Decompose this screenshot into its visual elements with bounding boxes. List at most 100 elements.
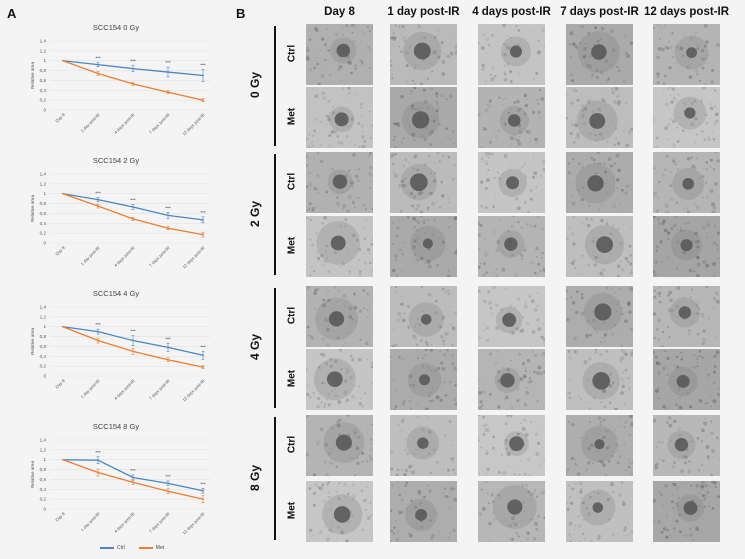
cell-debris [538, 464, 541, 467]
column-header: 12 days post-IR [644, 6, 729, 18]
cell-debris [521, 59, 524, 61]
cell-debris [306, 325, 310, 329]
cell-debris [339, 105, 341, 107]
cell-debris [566, 93, 568, 97]
micrograph-image [390, 24, 457, 85]
cell-debris [585, 468, 588, 472]
cell-debris [592, 318, 596, 322]
cell-debris [420, 216, 423, 218]
cell-debris [329, 73, 332, 77]
cell-debris [519, 459, 522, 462]
cell-debris [360, 489, 364, 493]
cell-debris [324, 460, 327, 464]
cell-debris [413, 131, 416, 134]
cell-debris [574, 137, 577, 140]
cell-debris [618, 416, 620, 419]
micrograph-image [653, 216, 720, 277]
cell-debris [390, 156, 392, 159]
cell-debris [310, 335, 313, 337]
cell-debris [680, 358, 683, 361]
micrograph-image [566, 349, 633, 410]
cell-debris [399, 210, 403, 213]
cell-debris [394, 404, 398, 409]
cell-debris [400, 458, 402, 460]
cell-debris [501, 454, 503, 457]
cell-debris [327, 270, 331, 274]
y-tick-label: 0,6 [40, 78, 47, 83]
cell-debris [311, 88, 313, 90]
cell-debris [541, 322, 545, 325]
cell-debris [696, 510, 699, 512]
cell-debris [576, 116, 578, 118]
cell-debris [700, 481, 705, 484]
cell-debris [682, 54, 685, 57]
cell-debris [309, 528, 313, 532]
cell-debris [448, 420, 452, 423]
cell-debris [706, 401, 709, 404]
cell-debris [718, 458, 720, 461]
cell-debris [452, 265, 454, 267]
cell-debris [511, 331, 515, 335]
cell-debris [449, 305, 451, 308]
cell-debris [350, 180, 354, 185]
data-point [167, 490, 169, 493]
cell-debris [410, 397, 412, 399]
cell-debris [537, 344, 540, 347]
data-point [202, 354, 204, 357]
cell-debris [653, 289, 657, 292]
cell-debris [345, 368, 349, 372]
cell-debris [339, 265, 342, 268]
cell-debris [348, 236, 350, 238]
data-point [132, 82, 134, 85]
cell-debris [516, 399, 520, 403]
cell-debris [697, 472, 699, 474]
chart-title: SCC154 2 Gy [93, 156, 140, 165]
micrograph-image [478, 286, 545, 347]
cell-debris [542, 167, 545, 172]
cell-debris [586, 59, 587, 61]
cell-debris [630, 260, 632, 262]
cell-debris [620, 356, 625, 361]
cell-debris [433, 512, 435, 513]
cell-debris [682, 33, 684, 36]
cell-debris [540, 189, 542, 191]
cell-debris [357, 25, 359, 27]
cell-debris [501, 53, 505, 56]
cell-debris [515, 25, 518, 28]
cell-debris [506, 46, 511, 50]
cell-debris [676, 228, 679, 231]
spheroid-core [676, 374, 690, 388]
cell-debris [694, 343, 697, 346]
cell-debris [542, 337, 545, 341]
cell-debris [655, 45, 657, 47]
cell-debris [495, 274, 499, 277]
cell-debris [605, 358, 607, 361]
cell-debris [343, 495, 347, 499]
cell-debris [319, 159, 324, 164]
cell-debris [408, 400, 411, 402]
cell-debris [630, 127, 633, 132]
cell-debris [411, 190, 413, 192]
cell-debris [654, 355, 658, 359]
cell-debris [402, 36, 406, 40]
cell-debris [522, 500, 526, 504]
cell-debris [478, 391, 482, 395]
condition-label: Ctrl [286, 172, 298, 190]
data-point [167, 71, 169, 73]
cell-debris [585, 336, 588, 339]
cell-debris [536, 102, 540, 106]
cell-debris [593, 327, 597, 331]
cell-debris [514, 474, 518, 476]
cell-debris [712, 241, 717, 246]
cell-debris [517, 28, 521, 32]
cell-debris [701, 489, 704, 491]
cell-debris [328, 461, 330, 463]
cell-debris [420, 255, 422, 257]
cell-debris [686, 448, 689, 452]
cell-debris [568, 421, 571, 424]
cell-debris [319, 143, 322, 146]
cell-debris [371, 365, 373, 369]
cell-debris [333, 517, 335, 519]
cell-debris [517, 188, 520, 191]
cell-debris [400, 94, 404, 99]
